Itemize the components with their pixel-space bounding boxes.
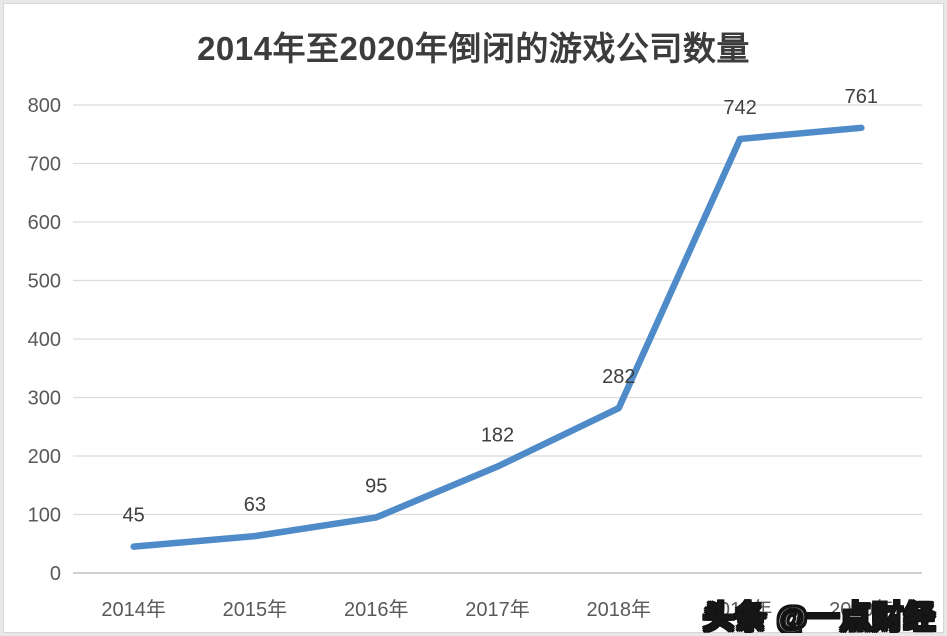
line-chart: 0 100 200 300 400 500 600 700 800 2014年 2015年 2016年… — [28, 86, 922, 621]
data-label: 63 — [244, 494, 266, 516]
x-axis-tick-label: 2018年 — [587, 598, 652, 621]
data-label: 742 — [723, 97, 756, 119]
data-label: 45 — [123, 505, 145, 527]
data-label: 761 — [845, 86, 878, 108]
y-axis-tick-label: 800 — [28, 95, 61, 117]
x-axis-tick-label: 2014年 — [101, 598, 166, 621]
y-axis-tick-label: 0 — [50, 563, 61, 585]
y-axis-tick-label: 500 — [28, 271, 61, 293]
data-label: 182 — [481, 425, 514, 447]
data-line — [130, 124, 865, 550]
data-label: 282 — [602, 366, 635, 388]
watermark: 头条 @一点财经 — [702, 599, 936, 635]
chart-title: 2014年至2020年倒闭的游戏公司数量 — [197, 30, 750, 67]
data-label: 95 — [365, 475, 387, 497]
x-axis-tick-label: 2016年 — [344, 598, 409, 621]
x-axis-tick-label: 2020年 — [829, 598, 894, 621]
x-axis-tick-label: 2015年 — [223, 598, 288, 621]
x-axis-tick-label: 2017年 — [465, 598, 530, 621]
y-axis-tick-label: 700 — [28, 154, 61, 176]
y-axis-tick-label: 600 — [28, 212, 61, 234]
y-axis-tick-label: 200 — [28, 446, 61, 468]
y-axis-tick-label: 100 — [28, 505, 61, 527]
x-axis-tick-label: 2019年 — [708, 598, 773, 621]
y-axis-tick-label: 400 — [28, 329, 61, 351]
y-axis-tick-label: 300 — [28, 388, 61, 410]
